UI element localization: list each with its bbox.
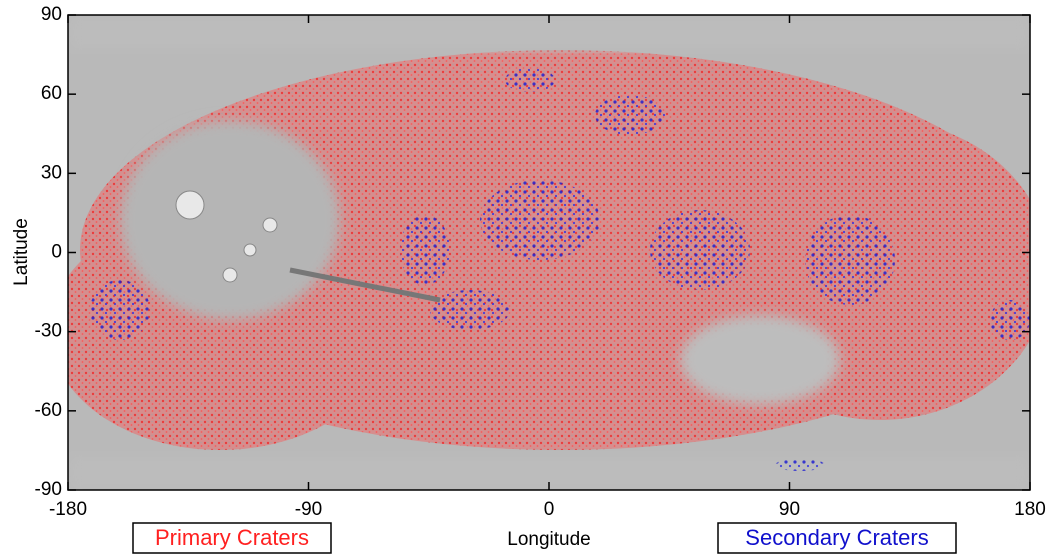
x-tick-label: -90: [295, 499, 322, 520]
y-axis-label: Latitude: [11, 218, 32, 286]
y-tick-label: -90: [35, 479, 62, 500]
y-tick-label: 30: [41, 162, 62, 183]
y-tick-label: 90: [41, 4, 62, 25]
legend-label: Primary Craters: [155, 525, 309, 550]
legend-label: Secondary Craters: [745, 525, 928, 550]
x-axis-label: Longitude: [507, 529, 590, 550]
y-tick-label: -60: [35, 400, 62, 421]
x-tick-label: 90: [779, 499, 800, 520]
figure: Latitude Longitude Primary Craters Second…: [0, 0, 1053, 558]
map-image: [50, 15, 1050, 490]
y-tick-label: 60: [41, 83, 62, 104]
x-tick-label: -180: [49, 499, 87, 520]
x-tick-label: 180: [1014, 499, 1046, 520]
y-tick-label: -30: [35, 321, 62, 342]
y-tick-label: 0: [51, 242, 62, 263]
x-tick-label: 0: [544, 499, 555, 520]
